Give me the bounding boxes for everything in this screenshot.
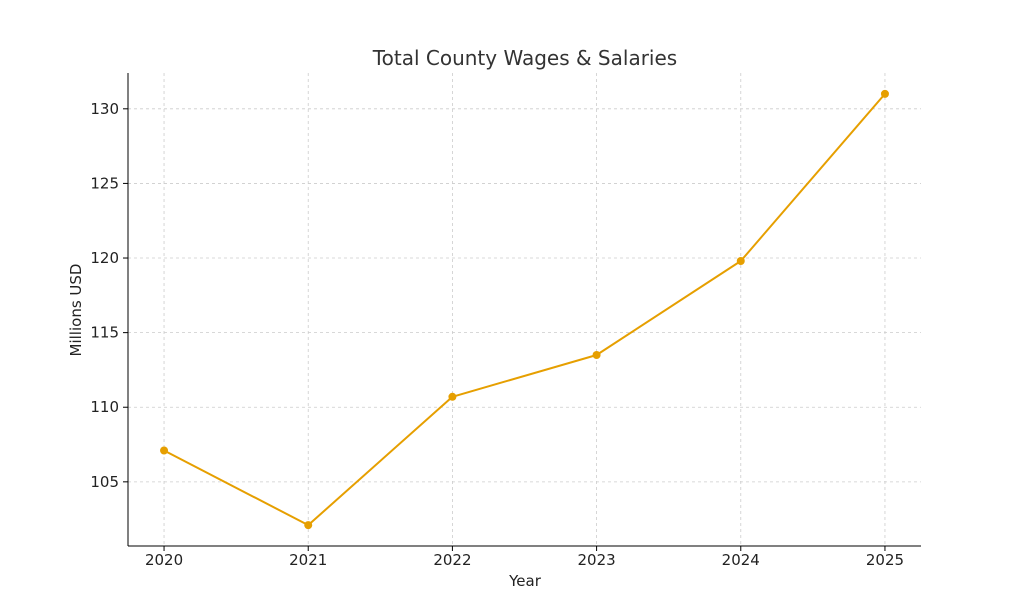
x-tick-label: 2025 [866, 551, 904, 569]
grid-lines [128, 73, 921, 546]
data-point [736, 257, 745, 266]
y-tick-label: 115 [90, 324, 119, 342]
y-tick-label: 120 [90, 249, 119, 267]
data-point [304, 521, 313, 530]
y-tick-label: 130 [90, 100, 119, 118]
y-axis-label: Millions USD [67, 264, 85, 357]
chart-title: Total County Wages & Salaries [372, 46, 677, 70]
data-point [880, 89, 889, 98]
data-series [160, 89, 889, 530]
x-tick-label: 2023 [577, 551, 615, 569]
data-point [160, 446, 169, 455]
series-line [163, 93, 886, 527]
x-tick-label: 2020 [145, 551, 183, 569]
y-tick-label: 105 [90, 473, 119, 491]
x-axis-ticks: 2020 2021 2022 2023 2024 2025 [145, 546, 904, 569]
x-axis-label: Year [508, 572, 542, 590]
data-point [592, 351, 601, 360]
data-point [448, 392, 457, 401]
y-axis-ticks: 105 110 115 120 125 130 [90, 100, 128, 491]
y-tick-label: 125 [90, 174, 119, 192]
x-tick-label: 2022 [433, 551, 471, 569]
x-tick-label: 2024 [722, 551, 760, 569]
y-tick-label: 110 [90, 398, 119, 416]
x-tick-label: 2021 [289, 551, 327, 569]
axes [127, 73, 921, 547]
